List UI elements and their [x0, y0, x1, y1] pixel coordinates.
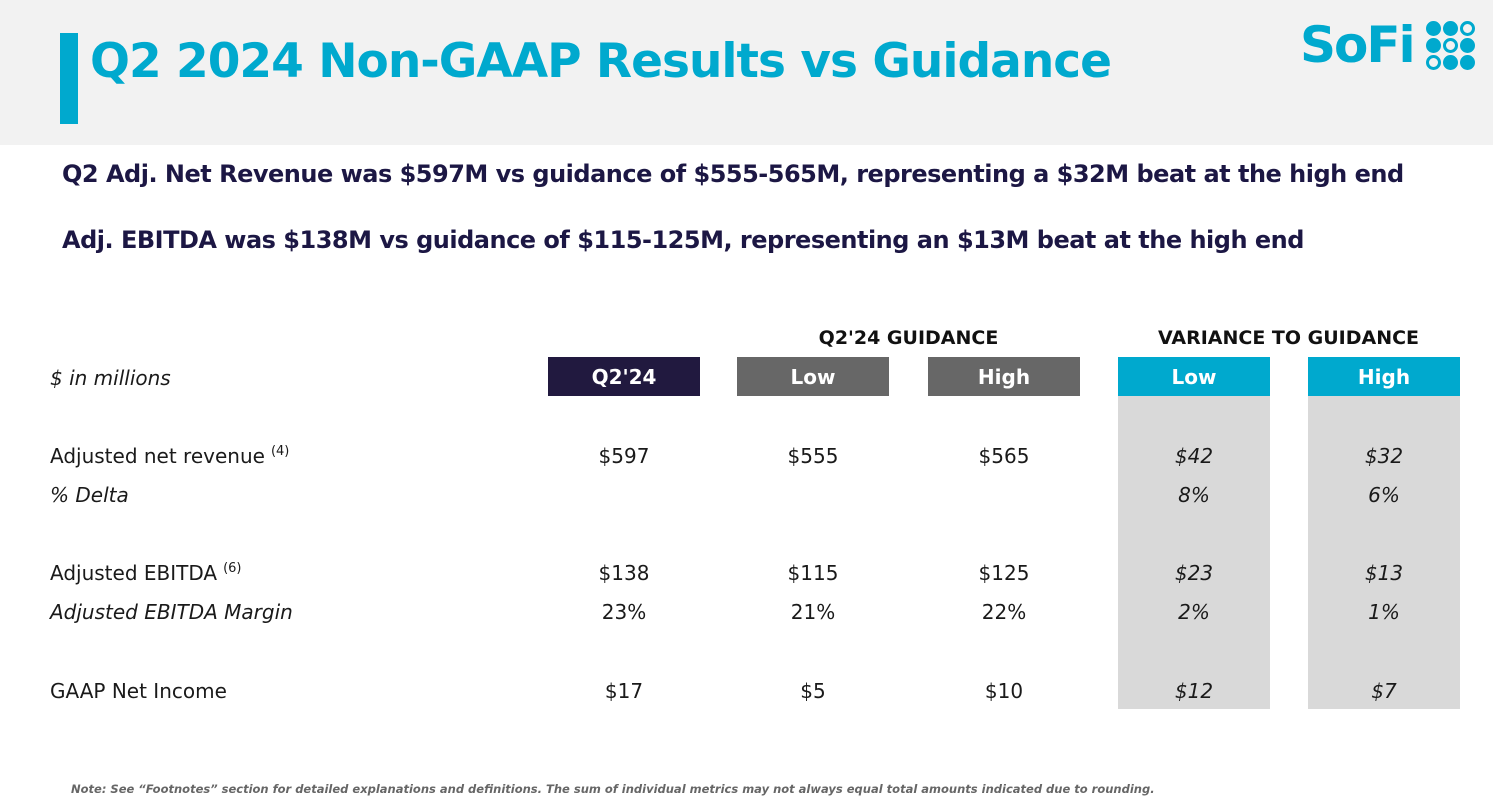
footnote-ref: (6): [223, 561, 242, 577]
cell-q2-24: $138: [598, 561, 650, 585]
row-label: GAAP Net Income: [50, 679, 227, 703]
column-header-guidance-low: Low: [737, 357, 889, 396]
page-title: Q2 2024 Non-GAAP Results vs Guidance: [90, 34, 1112, 89]
cell-variance-high: $13: [1364, 561, 1404, 585]
cell-q2-24: $597: [598, 444, 650, 468]
header-band: [0, 0, 1493, 145]
cell-guidance-high: $565: [978, 444, 1030, 468]
unit-label: $ in millions: [50, 366, 171, 390]
variance-high-column-bg: [1308, 396, 1460, 709]
column-header-variance-low: Low: [1118, 357, 1270, 396]
cell-variance-low: $12: [1174, 679, 1214, 703]
cell-variance-high: 6%: [1368, 483, 1400, 507]
cell-guidance-high: $10: [984, 679, 1024, 703]
cell-guidance-low: $555: [787, 444, 839, 468]
logo-dots-icon: [1425, 20, 1475, 70]
cell-q2-24: 23%: [601, 600, 647, 624]
row-label-text: GAAP Net Income: [50, 679, 227, 703]
headline-ebitda: Adj. EBITDA was $138M vs guidance of $11…: [62, 226, 1304, 254]
cell-variance-low: $23: [1174, 561, 1214, 585]
title-accent-bar: [60, 33, 78, 124]
group-header-guidance: Q2'24 GUIDANCE: [818, 327, 999, 349]
cell-variance-low: $42: [1174, 444, 1214, 468]
row-label-text: Adjusted EBITDA Margin: [50, 600, 293, 624]
footnote-note: Note: See “Footnotes” section for detail…: [71, 782, 1155, 796]
logo-text: SoFi: [1300, 16, 1416, 74]
row-label-text: % Delta: [50, 483, 129, 507]
cell-variance-high: 1%: [1368, 600, 1400, 624]
footnote-ref: (4): [270, 444, 290, 460]
cell-variance-low: 2%: [1178, 600, 1210, 624]
row-label-text: Adjusted EBITDA: [50, 561, 218, 585]
sofi-logo: SoFi: [1300, 16, 1475, 74]
headline-revenue: Q2 Adj. Net Revenue was $597M vs guidanc…: [62, 160, 1404, 188]
cell-guidance-low: $115: [787, 561, 839, 585]
row-label: % Delta: [50, 483, 129, 507]
column-header-variance-high: High: [1308, 357, 1460, 396]
row-label: Adjusted EBITDA Margin: [50, 600, 293, 624]
cell-variance-high: $7: [1371, 679, 1397, 703]
row-label-text: Adjusted net revenue: [50, 444, 265, 468]
cell-guidance-high: $125: [978, 561, 1030, 585]
cell-guidance-high: 22%: [981, 600, 1027, 624]
cell-q2-24: $17: [604, 679, 644, 703]
row-label: Adjusted net revenue (4): [50, 444, 289, 468]
column-header-q2-24: Q2'24: [548, 357, 700, 396]
cell-variance-low: 8%: [1178, 483, 1210, 507]
column-header-guidance-high: High: [928, 357, 1080, 396]
cell-guidance-low: 21%: [790, 600, 836, 624]
variance-low-column-bg: [1118, 396, 1270, 709]
cell-variance-high: $32: [1364, 444, 1404, 468]
row-label: Adjusted EBITDA (6): [50, 561, 242, 585]
cell-guidance-low: $5: [800, 679, 826, 703]
group-header-variance: VARIANCE TO GUIDANCE: [1157, 327, 1420, 349]
